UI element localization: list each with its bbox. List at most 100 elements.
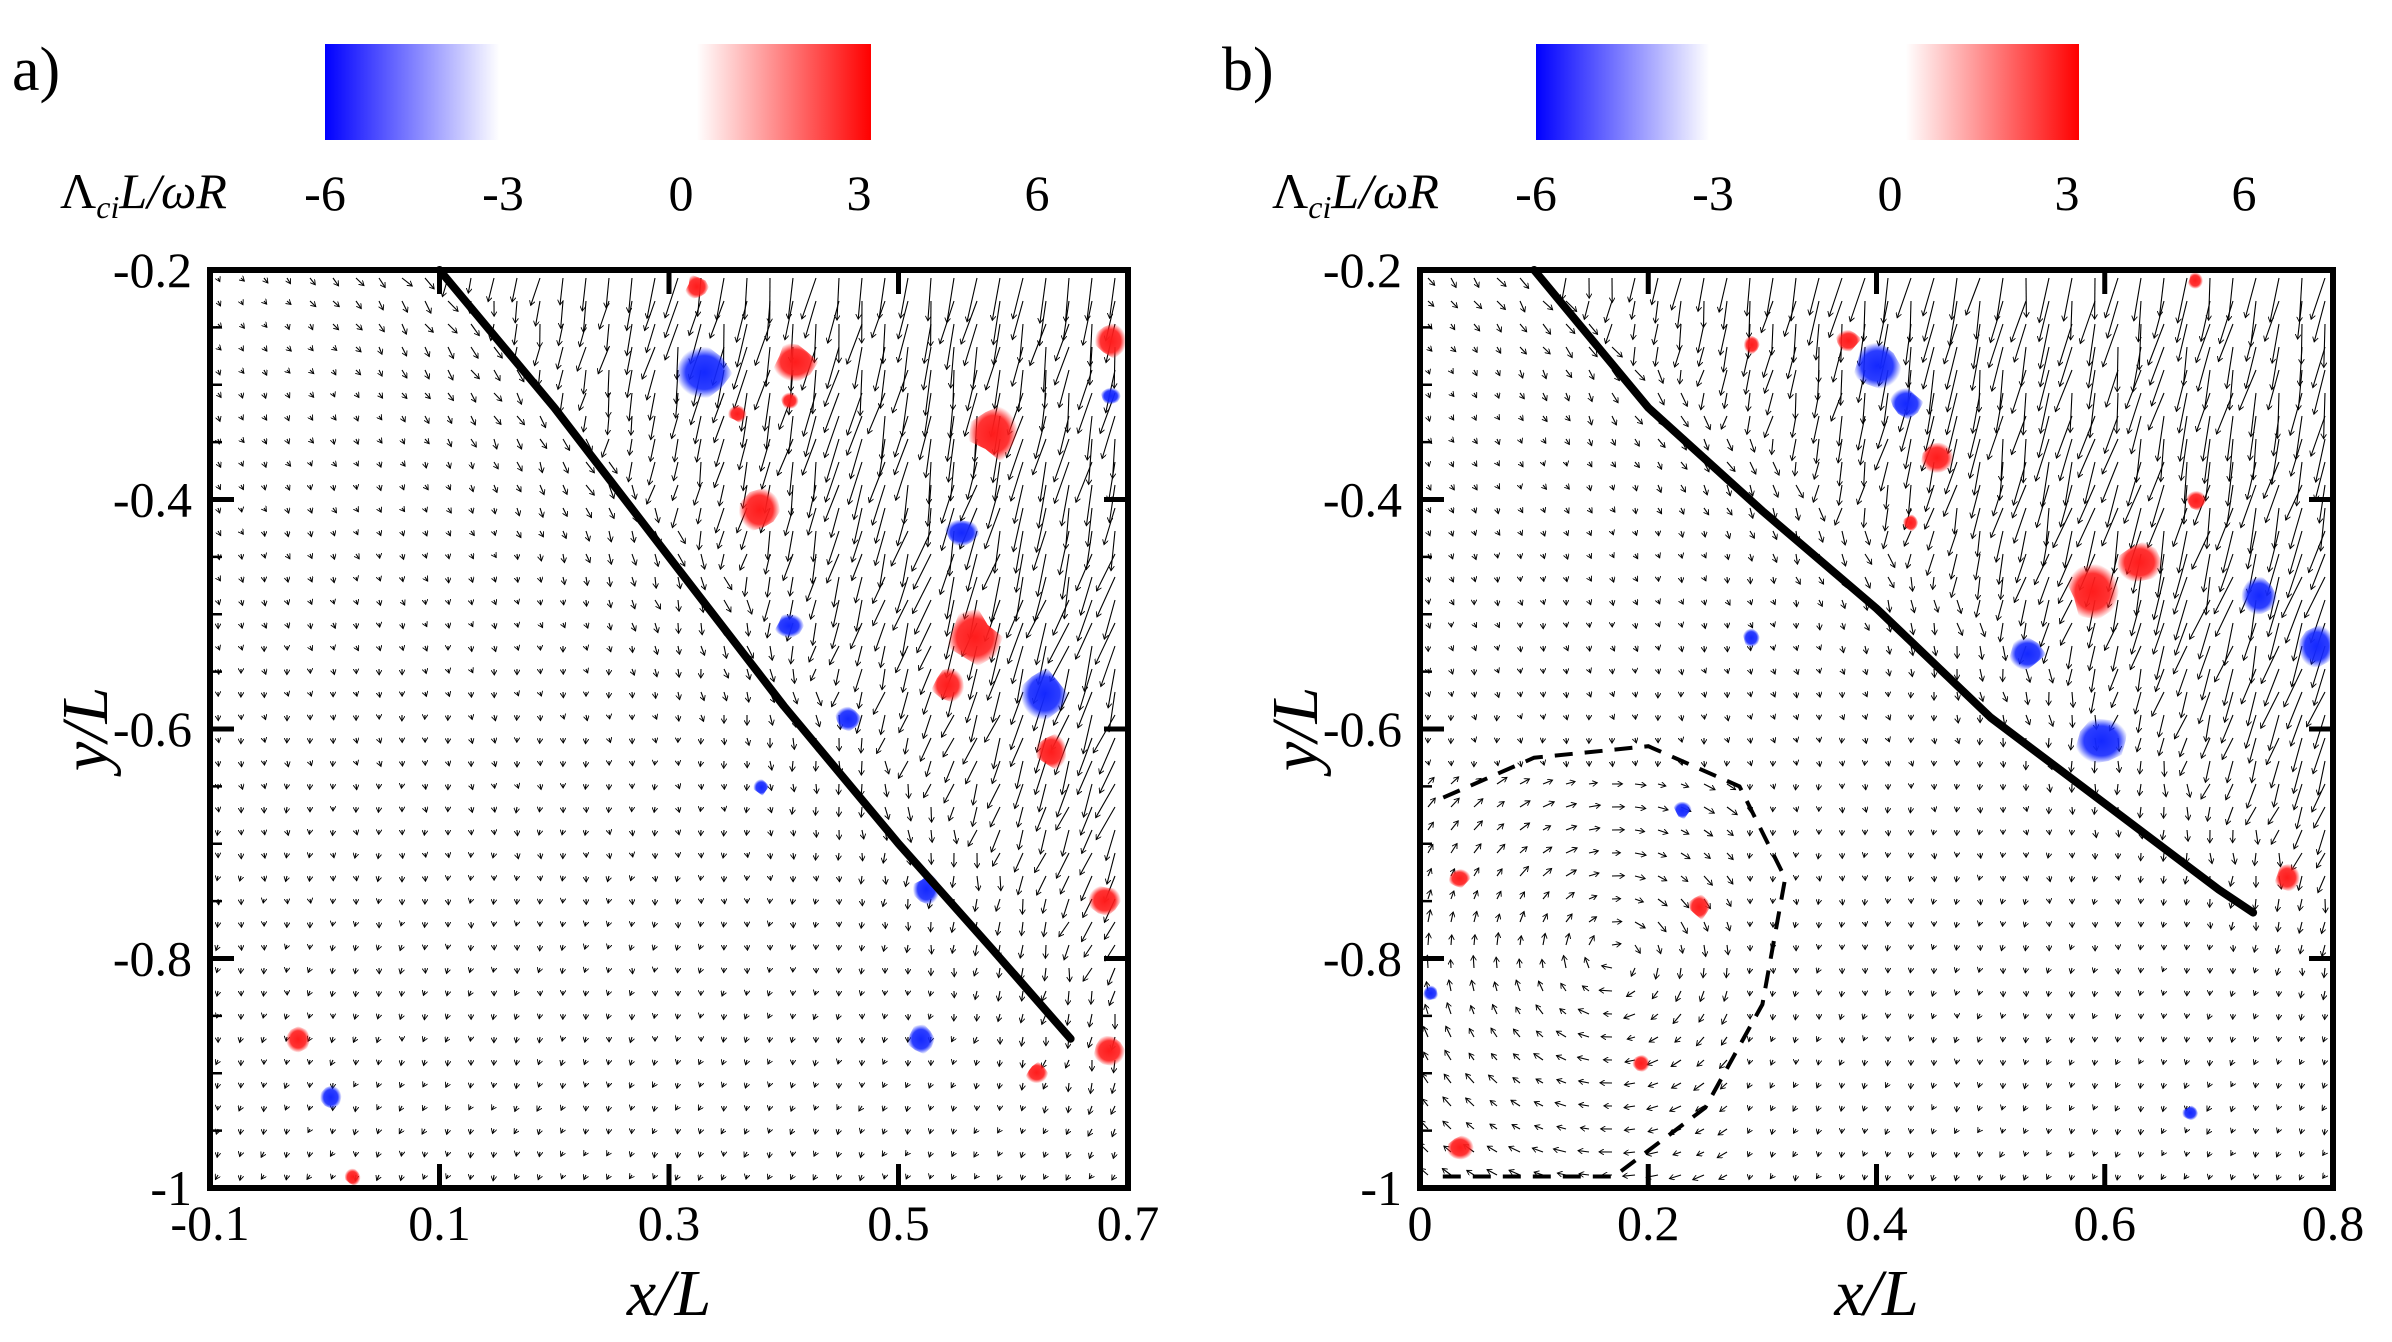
velocity-vector — [1888, 645, 1890, 654]
velocity-vector — [2149, 461, 2165, 501]
velocity-vector — [767, 622, 770, 638]
velocity-vector — [540, 714, 541, 721]
velocity-vector — [424, 1013, 425, 1020]
velocity-vector — [1012, 346, 1024, 386]
velocity-vector — [1015, 783, 1024, 809]
velocity-vector — [401, 323, 406, 334]
velocity-vector — [586, 623, 588, 628]
velocity-vector — [1428, 393, 1430, 398]
velocity-vector — [586, 530, 589, 541]
velocity-vector — [1627, 1037, 1636, 1039]
velocity-vector — [2161, 438, 2165, 482]
velocity-vector — [241, 554, 242, 559]
velocity-vector — [355, 1152, 356, 1156]
velocity-vector — [1865, 783, 1866, 790]
velocity-vector — [264, 853, 265, 858]
velocity-vector — [1491, 1028, 1498, 1038]
velocity-vector — [1561, 983, 1567, 992]
velocity-vector — [2267, 806, 2280, 824]
velocity-vector — [2255, 1152, 2256, 1157]
velocity-vector — [2094, 990, 2095, 997]
velocity-vector — [401, 784, 402, 788]
velocity-vector — [2209, 1175, 2210, 1179]
velocity-vector — [2231, 1175, 2233, 1180]
velocity-vector — [2251, 392, 2257, 437]
velocity-vector — [1658, 944, 1661, 954]
velocity-vector — [1565, 782, 1575, 785]
velocity-vector — [494, 461, 499, 469]
velocity-vector — [1428, 416, 1430, 421]
colorbar-tick-label: -6 — [304, 165, 346, 221]
velocity-vector — [310, 370, 314, 374]
velocity-vector — [1069, 967, 1070, 982]
velocity-vector — [1672, 277, 1682, 310]
velocity-vector — [608, 392, 609, 417]
velocity-vector — [1542, 346, 1550, 354]
velocity-vector — [1624, 1013, 1636, 1018]
velocity-vector — [2239, 369, 2257, 410]
colorbar-label-lambda: Λ — [60, 163, 96, 219]
velocity-vector — [1819, 738, 1820, 742]
velocity-vector — [517, 577, 518, 582]
velocity-vector — [2023, 392, 2027, 435]
velocity-vector — [2179, 530, 2188, 573]
velocity-vector — [2178, 323, 2188, 361]
velocity-vector — [2039, 277, 2050, 323]
velocity-vector — [1721, 1036, 1728, 1045]
velocity-vector — [815, 691, 821, 706]
velocity-vector — [1772, 484, 1778, 497]
velocity-vector — [2323, 1152, 2325, 1155]
velocity-vector — [310, 462, 312, 466]
velocity-vector — [2163, 1082, 2164, 1088]
velocity-vector — [586, 646, 587, 650]
velocity-vector — [1763, 346, 1774, 377]
velocity-vector — [333, 485, 334, 490]
velocity-vector — [1516, 1007, 1520, 1015]
velocity-vector — [907, 944, 908, 953]
velocity-vector — [908, 783, 909, 798]
velocity-vector — [562, 1175, 564, 1179]
vortex-positive — [780, 392, 799, 410]
velocity-vector — [747, 622, 749, 636]
velocity-vector — [2140, 875, 2141, 883]
velocity-vector — [423, 1037, 425, 1042]
velocity-vector — [356, 347, 361, 352]
velocity-vector — [833, 599, 840, 627]
velocity-vector — [585, 830, 586, 835]
velocity-vector — [1704, 645, 1705, 652]
velocity-vector — [1885, 1129, 1888, 1134]
velocity-vector — [1428, 761, 1429, 765]
velocity-vector — [1068, 392, 1070, 433]
velocity-vector — [379, 508, 381, 512]
velocity-vector — [1858, 484, 1866, 504]
velocity-vector — [930, 1106, 931, 1110]
velocity-vector — [973, 1152, 977, 1157]
velocity-vector — [1066, 1059, 1069, 1068]
velocity-vector — [675, 1106, 678, 1110]
velocity-vector — [608, 968, 609, 973]
velocity-vector — [609, 622, 611, 630]
velocity-vector — [1957, 1105, 1958, 1112]
velocity-vector — [517, 507, 519, 516]
velocity-vector — [2117, 1014, 2118, 1019]
velocity-vector — [1543, 508, 1545, 512]
velocity-vector — [855, 668, 863, 692]
velocity-vector — [2040, 323, 2050, 369]
velocity-vector — [993, 852, 1001, 866]
velocity-vector — [1089, 1175, 1092, 1179]
velocity-vector — [631, 876, 632, 881]
vortex-positive — [1088, 885, 1121, 916]
velocity-vector — [1818, 507, 1825, 521]
velocity-vector — [563, 576, 565, 585]
velocity-vector — [608, 1105, 609, 1111]
velocity-vector — [1933, 1036, 1934, 1043]
velocity-vector — [2163, 1037, 2164, 1042]
velocity-vector — [494, 714, 496, 721]
velocity-vector — [1726, 829, 1733, 836]
velocity-vector — [930, 1175, 931, 1179]
velocity-vector — [700, 807, 701, 811]
velocity-vector — [1474, 692, 1475, 697]
velocity-vector — [1658, 669, 1659, 674]
velocity-vector — [678, 830, 679, 835]
velocity-vector — [1081, 875, 1093, 901]
